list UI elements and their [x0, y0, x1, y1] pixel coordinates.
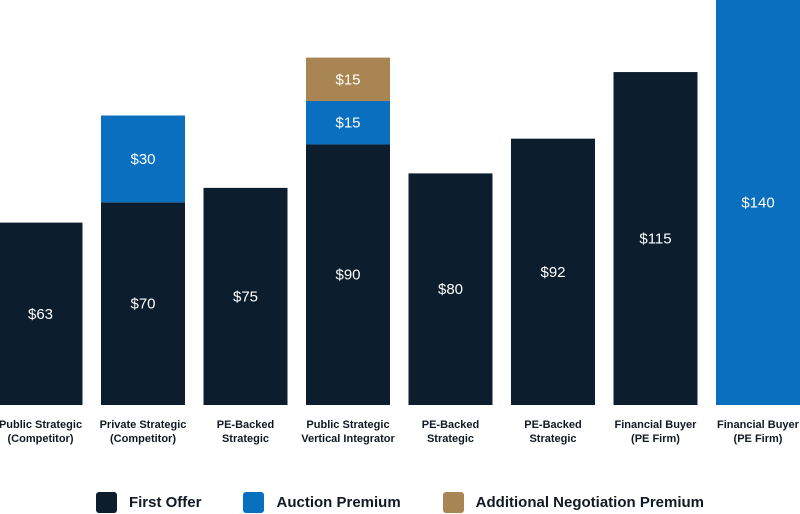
category-label-0-line-1: (Competitor) — [8, 433, 74, 445]
category-label-7-line-1: (PE Firm) — [734, 433, 783, 445]
category-label-5-line-1: Strategic — [529, 433, 576, 445]
data-label-first-offer-4: $80 — [438, 281, 463, 298]
data-label-first-offer-5: $92 — [540, 264, 565, 281]
category-label-3-line-0: Public Strategic — [306, 419, 389, 431]
bar-auction-premium-1 — [101, 115, 185, 203]
bar-first-offer-5 — [511, 138, 595, 405]
category-label-3-line-1: Vertical Integrator — [301, 433, 395, 445]
data-label-auction-premium-7: $140 — [741, 194, 774, 211]
data-label-first-offer-2: $75 — [233, 288, 258, 305]
legend-label-first-offer: First Offer — [128, 493, 202, 511]
legend-swatch-additional-negotiation-premium — [442, 491, 464, 513]
bar-additional-negotiation-premium-3 — [306, 57, 390, 102]
bar-auction-premium-7 — [716, 0, 800, 405]
legend-item-first-offer: First Offer — [95, 491, 202, 513]
category-label-7-line-0: Financial Buyer — [717, 419, 800, 431]
bar-first-offer-6 — [613, 72, 698, 405]
bar-first-offer-4 — [408, 173, 493, 405]
category-label-0-line-0: Public Strategic — [0, 419, 82, 431]
legend-item-auction-premium: Auction Premium — [243, 491, 401, 513]
bar-first-offer-1 — [101, 202, 185, 405]
bar-auction-premium-3 — [306, 101, 390, 145]
data-label-first-offer-0: $63 — [28, 306, 53, 323]
category-label-6-line-1: (PE Firm) — [631, 433, 680, 445]
data-label-additional-negotiation-premium-3: $15 — [335, 71, 360, 88]
bar-first-offer-0 — [0, 222, 83, 405]
data-label-first-offer-3: $90 — [335, 267, 360, 284]
data-label-first-offer-1: $70 — [130, 296, 155, 313]
category-label-1-line-0: Private Strategic — [100, 419, 187, 431]
legend-swatch-first-offer — [95, 491, 117, 513]
category-label-5-line-0: PE-Backed — [524, 419, 581, 431]
legend-item-additional-negotiation-premium: Additional Negotiation Premium — [442, 491, 705, 513]
data-label-auction-premium-1: $30 — [130, 151, 155, 168]
category-label-2-line-1: Strategic — [222, 433, 269, 445]
legend-swatch-auction-premium — [243, 491, 265, 513]
category-label-1-line-1: (Competitor) — [110, 433, 176, 445]
category-label-6-line-0: Financial Buyer — [615, 419, 698, 431]
data-label-first-offer-6: $115 — [639, 231, 671, 248]
bar-first-offer-2 — [203, 187, 288, 405]
bar-first-offer-3 — [306, 144, 390, 405]
legend: First Offer Auction Premium Additional N… — [0, 490, 800, 514]
category-label-4-line-0: PE-Backed — [422, 419, 479, 431]
category-label-2-line-0: PE-Backed — [217, 419, 274, 431]
legend-label-auction-premium: Auction Premium — [276, 493, 401, 511]
legend-label-additional-negotiation-premium: Additional Negotiation Premium — [475, 493, 705, 511]
category-label-4-line-1: Strategic — [427, 433, 474, 445]
data-label-auction-premium-3: $15 — [335, 115, 360, 132]
